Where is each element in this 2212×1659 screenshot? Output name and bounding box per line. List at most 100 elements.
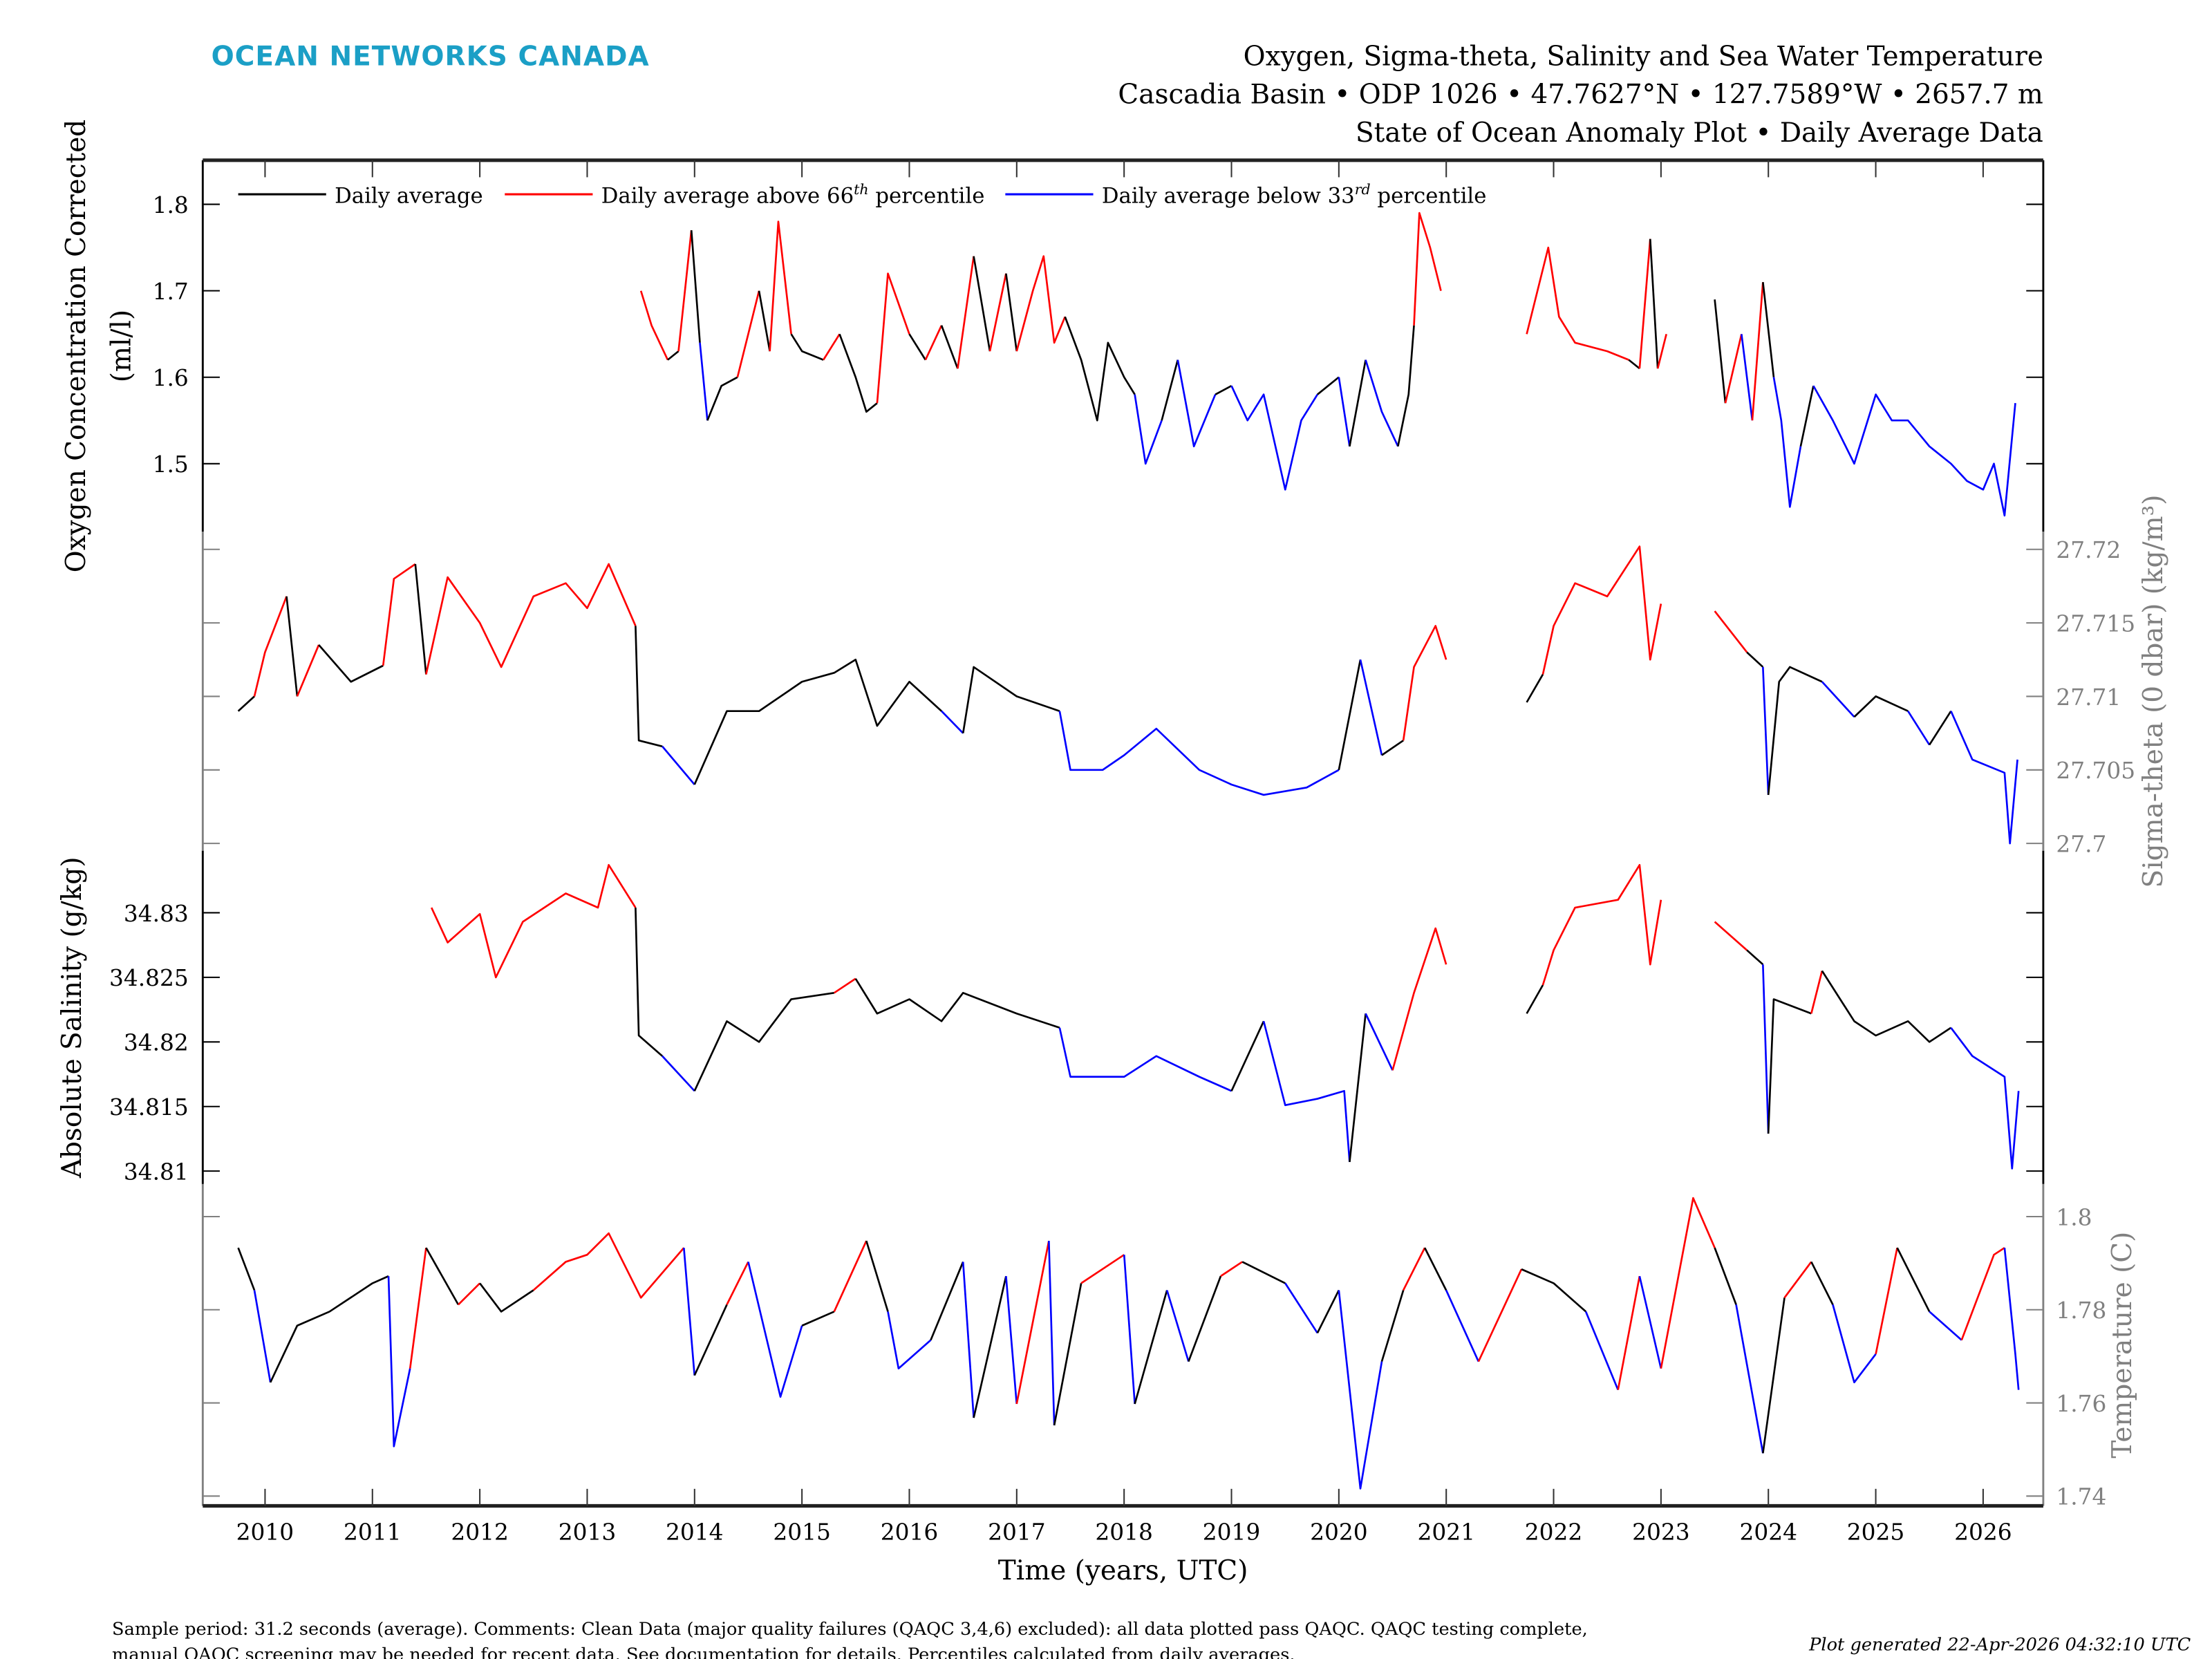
sigma-theta-series-line: [1950, 711, 2018, 845]
salinity-series-line: [1391, 927, 1447, 1071]
oxygen-series-line: [1230, 385, 1318, 491]
temperature-series-line: [269, 1275, 389, 1383]
sigma-theta-series-line: [1907, 711, 1931, 746]
oxygen-series-line: [1799, 385, 1815, 447]
sigma-theta-series-line: [1746, 651, 1764, 668]
temperature-series-line: [1053, 1283, 1082, 1426]
salinity-series-line: [1810, 971, 1824, 1014]
legend-label-daily-average: Daily average: [335, 183, 483, 208]
temperature-series-line: [1929, 1311, 1962, 1341]
temperature-series-line: [1316, 1289, 1340, 1334]
salinity-y-axis-label: Absolute Salinity (g/kg): [57, 856, 88, 1179]
sigma-theta-series-line: [285, 596, 299, 697]
temperature-series-line: [1134, 1290, 1168, 1405]
temperature-series-line: [747, 1262, 803, 1398]
temperature-series-line: [1832, 1304, 1877, 1384]
sigma-theta-series-line: [296, 644, 320, 697]
temperature-series-line: [1810, 1261, 1834, 1305]
temperature-series-line: [1284, 1282, 1318, 1334]
oxygen-series-line: [1317, 376, 1340, 395]
temperature-series-line: [1402, 1247, 1426, 1291]
oxygen-series-line: [1724, 333, 1743, 404]
temperature-series-line: [1875, 1247, 1898, 1355]
oxygen-series-line: [1656, 333, 1667, 369]
x-tick-label: 2021: [1417, 1519, 1475, 1546]
oxygen-series-line: [1812, 385, 2016, 517]
salinity-series-line: [1058, 1027, 1232, 1092]
chart-title-line-3: State of Ocean Anomaly Plot • Daily Aver…: [1356, 118, 2043, 149]
temperature-series-line: [387, 1276, 411, 1447]
temperature-series-line: [1188, 1275, 1222, 1362]
oxygen-series-line: [706, 376, 738, 421]
sigma-theta-series-line: [941, 710, 964, 734]
oxygen-series-line: [1005, 273, 1018, 352]
oxygen-series-line: [1526, 246, 1629, 361]
sigma-theta-tick-label: 27.72: [2056, 537, 2121, 563]
sigma-theta-series-line: [318, 644, 384, 683]
temperature-series-line: [237, 1247, 256, 1291]
oxygen-series-line: [1649, 238, 1659, 369]
oxygen-series-line: [1772, 377, 1802, 508]
salinity-series-line: [1762, 964, 1770, 1134]
sigma-theta-series-line: [962, 666, 1060, 733]
sigma-theta-series-line: [1714, 610, 1748, 653]
footer-comment-line-2: manual QAQC screening may be needed for …: [112, 1644, 1295, 1659]
temperature-series-line: [425, 1247, 460, 1306]
sigma-theta-y-axis-label: Sigma-theta (0 dbar) (kg/m³): [2138, 495, 2169, 888]
temperature-series-line: [1896, 1247, 1931, 1313]
temperature-series-line: [865, 1240, 889, 1312]
salinity-tick-label: 34.825: [109, 965, 189, 991]
panel-temperature: 1.74 1.76 1.78 1.8 Temperature (C): [201, 1183, 2138, 1510]
salinity-series-line: [1746, 949, 1764, 966]
oxygen-series-line: [639, 290, 669, 361]
temperature-tick-label: 1.8: [2056, 1204, 2092, 1230]
sigma-theta-series-line: [1338, 659, 1362, 771]
oxygen-series-line: [1134, 394, 1163, 465]
temperature-series-line: [1762, 1297, 1785, 1454]
temperature-tick-label: 1.78: [2056, 1297, 2106, 1324]
sigma-theta-series-line: [1381, 740, 1404, 756]
temperature-series-line: [253, 1290, 272, 1383]
salinity-tick-label: 34.83: [124, 901, 189, 927]
oxygen-series-line: [838, 333, 878, 413]
salinity-series-line: [1526, 984, 1544, 1014]
temperature-series-line: [458, 1282, 481, 1306]
oxygen-series-line: [758, 290, 771, 352]
chart-title-line-1: Oxygen, Sigma-theta, Salinity and Sea Wa…: [1244, 41, 2043, 72]
temperature-tick-label: 1.74: [2056, 1484, 2106, 1510]
temperature-y-axis-label: Temperature (C): [2107, 1232, 2138, 1459]
salinity-series-line: [854, 978, 1060, 1029]
oxygen-series-line: [1741, 334, 1754, 421]
salinity-series-line: [1767, 998, 1812, 1134]
oxygen-tick-label: 1.6: [153, 365, 189, 391]
oxygen-series-line: [876, 272, 910, 404]
temperature-series-line: [1220, 1261, 1243, 1277]
temperature-series-line: [1080, 1254, 1125, 1284]
legend-label-below-33rd: Daily average below 33rd percentile: [1102, 181, 1487, 208]
sigma-theta-tick-label: 27.715: [2056, 610, 2135, 637]
temperature-series-line: [1714, 1247, 1737, 1305]
oxygen-series-line: [940, 325, 959, 369]
temperature-series-line: [1960, 1247, 2005, 1341]
sigma-theta-tick-label: 27.71: [2056, 684, 2121, 711]
salinity-tick-label: 34.815: [109, 1094, 189, 1121]
temperature-series-line: [1638, 1275, 1662, 1369]
temperature-tick-label: 1.76: [2056, 1391, 2106, 1417]
panel-sigma-theta: 27.7 27.705 27.71 27.715 27.72 Sigma-theta (0…: [201, 495, 2169, 888]
temperature-series-line: [887, 1311, 932, 1370]
temperature-series-line: [2003, 1247, 2020, 1390]
oxygen-series-line: [677, 229, 693, 352]
salinity-series-line: [1230, 1020, 1265, 1091]
footer-comment-line-1: Sample period: 31.2 seconds (average). C…: [112, 1619, 1588, 1640]
salinity-series-line: [1950, 1027, 2020, 1170]
oxygen-series-line: [1628, 359, 1640, 370]
oxygen-y-axis-label: Oxygen Concentration Corrected: [61, 120, 92, 572]
temperature-series-line: [1338, 1290, 1383, 1490]
x-tick-label: 2011: [344, 1519, 402, 1546]
oxygen-series-line: [790, 333, 824, 361]
temperature-series-line: [1165, 1290, 1190, 1362]
x-tick-label: 2013: [559, 1519, 617, 1546]
sigma-theta-series-line: [1359, 659, 1383, 756]
plot-area: 1.5 1.6 1.7 1.8 Oxygen Concentration Correct…: [57, 120, 2169, 1546]
